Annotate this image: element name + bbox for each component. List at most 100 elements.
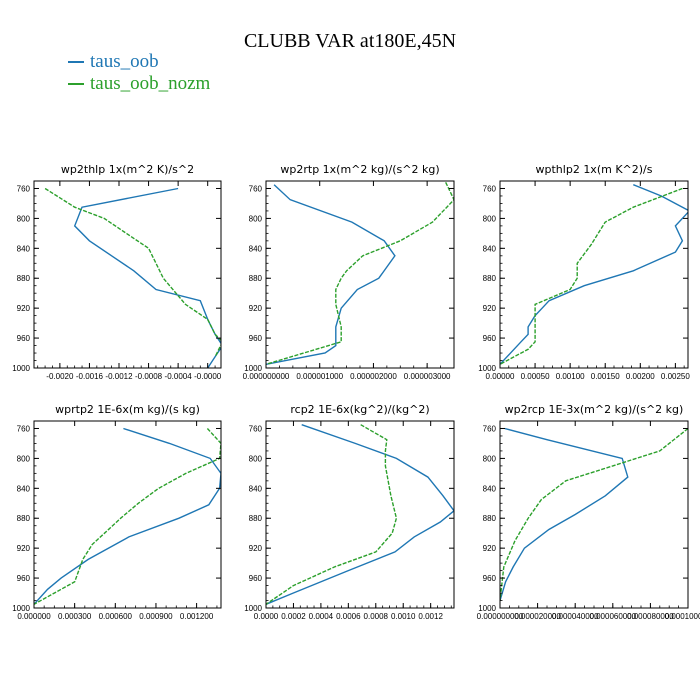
x-tick-label: -0.0000 bbox=[194, 372, 222, 381]
panel-title: rcp2 1E-6x(kg^2)/(kg^2) bbox=[290, 403, 429, 416]
series-line-1 bbox=[500, 184, 688, 365]
plot-frame bbox=[499, 180, 689, 369]
x-tick-label: 0.001200 bbox=[180, 612, 214, 621]
plot-frame bbox=[33, 180, 222, 369]
series-line-2 bbox=[266, 181, 454, 365]
plot-frame bbox=[265, 420, 455, 609]
y-tick-label: 760 bbox=[17, 424, 31, 433]
plot-frame bbox=[265, 180, 455, 369]
y-tick-label: 880 bbox=[17, 514, 31, 523]
y-tick-label: 880 bbox=[249, 514, 263, 523]
panel-title: wp2thlp 1x(m^2 K)/s^2 bbox=[61, 163, 194, 176]
series-line-2 bbox=[266, 424, 398, 605]
x-tick-label: 0.0012 bbox=[418, 612, 443, 621]
y-tick-label: 840 bbox=[17, 244, 31, 253]
y-tick-label: 880 bbox=[483, 274, 497, 283]
y-tick-label: 800 bbox=[17, 454, 31, 463]
series-line-1 bbox=[266, 424, 454, 605]
panel-title: wprtp2 1E-6x(m kg)/(s kg) bbox=[55, 403, 200, 416]
series-line-1 bbox=[34, 427, 221, 605]
x-tick-label: 0.00200 bbox=[626, 372, 655, 381]
y-tick-label: 1000 bbox=[478, 364, 496, 373]
y-tick-label: 1000 bbox=[244, 364, 262, 373]
y-tick-label: 800 bbox=[483, 454, 497, 463]
x-tick-label: 0.0002 bbox=[281, 612, 306, 621]
y-tick-label: 800 bbox=[249, 214, 263, 223]
y-tick-label: 920 bbox=[249, 304, 263, 313]
x-tick-label: -0.0020 bbox=[46, 372, 74, 381]
panel-title: wp2rtp 1x(m^2 kg)/(s^2 kg) bbox=[280, 163, 439, 176]
y-tick-label: 840 bbox=[483, 484, 497, 493]
x-tick-label: 0.00000 bbox=[486, 372, 515, 381]
y-tick-label: 800 bbox=[249, 454, 263, 463]
series-line-1 bbox=[73, 187, 221, 368]
x-tick-label: -0.0016 bbox=[76, 372, 104, 381]
y-tick-label: 760 bbox=[483, 184, 497, 193]
x-tick-label: 0.000300 bbox=[58, 612, 92, 621]
x-tick-label: 0.000000 bbox=[17, 612, 51, 621]
y-tick-label: 760 bbox=[483, 424, 497, 433]
x-tick-label: 0.0010 bbox=[391, 612, 416, 621]
x-tick-label: 0.000040000 bbox=[552, 612, 599, 621]
legend-swatch-blue bbox=[68, 61, 84, 63]
x-tick-label: 0.000003000 bbox=[404, 372, 451, 381]
x-tick-label: 0.000100000 bbox=[665, 612, 700, 621]
y-tick-label: 840 bbox=[249, 244, 263, 253]
x-tick-label: 0.00050 bbox=[521, 372, 550, 381]
y-tick-label: 1000 bbox=[12, 364, 30, 373]
y-tick-label: 960 bbox=[249, 574, 263, 583]
chart-panel-2: wp2rtp 1x(m^2 kg)/(s^2 kg) 760 800 840 880 92… bbox=[243, 163, 455, 381]
y-tick-label: 880 bbox=[249, 274, 263, 283]
x-tick-label: 0.00150 bbox=[591, 372, 620, 381]
x-tick-label: -0.0008 bbox=[135, 372, 163, 381]
x-tick-label: -0.0012 bbox=[105, 372, 133, 381]
series-line-1 bbox=[500, 427, 629, 601]
y-tick-label: 920 bbox=[17, 544, 31, 553]
y-tick-label: 880 bbox=[17, 274, 31, 283]
y-tick-label: 840 bbox=[483, 244, 497, 253]
x-tick-label: 0.00250 bbox=[661, 372, 690, 381]
series-line-1 bbox=[266, 184, 396, 365]
x-tick-label: 0.000900 bbox=[139, 612, 173, 621]
y-tick-label: 800 bbox=[17, 214, 31, 223]
legend-label: taus_oob_nozm bbox=[90, 73, 211, 94]
y-tick-label: 960 bbox=[17, 574, 31, 583]
x-tick-label: 0.000060000 bbox=[589, 612, 636, 621]
y-tick-label: 960 bbox=[483, 334, 497, 343]
series-line-2 bbox=[44, 187, 221, 358]
x-tick-label: 0.000080000 bbox=[627, 612, 674, 621]
panel-title: wp2rcp 1E-3x(m^2 kg)/(s^2 kg) bbox=[505, 403, 684, 416]
y-tick-label: 800 bbox=[483, 214, 497, 223]
y-tick-label: 1000 bbox=[244, 604, 262, 613]
x-tick-label: 0.0006 bbox=[336, 612, 361, 621]
y-tick-label: 840 bbox=[249, 484, 263, 493]
x-tick-label: 0.000600 bbox=[99, 612, 133, 621]
chart-panel-1: wp2thlp 1x(m^2 K)/s^2 760 800 840 880 920 960 1… bbox=[12, 163, 222, 381]
y-tick-label: 760 bbox=[17, 184, 31, 193]
chart-panel-5: rcp2 1E-6x(kg^2)/(kg^2) 760 800 840 880 920 96… bbox=[244, 403, 455, 621]
chart-panel-4: wprtp2 1E-6x(m kg)/(s kg) 760 800 840 880 920… bbox=[12, 403, 222, 621]
y-tick-label: 1000 bbox=[12, 604, 30, 613]
x-tick-label: 0.00100 bbox=[556, 372, 585, 381]
legend-label: taus_oob bbox=[90, 51, 159, 72]
y-tick-label: 960 bbox=[249, 334, 263, 343]
legend-swatch-green bbox=[68, 83, 84, 85]
y-tick-label: 760 bbox=[249, 424, 263, 433]
y-tick-label: 960 bbox=[17, 334, 31, 343]
y-tick-label: 920 bbox=[483, 304, 497, 313]
plot-frame bbox=[33, 420, 222, 609]
legend-item-taus-oob-nozm: taus_oob_nozm bbox=[68, 73, 210, 95]
x-tick-label: 0.0004 bbox=[309, 612, 334, 621]
y-tick-label: 960 bbox=[483, 574, 497, 583]
x-tick-label: -0.0004 bbox=[165, 372, 193, 381]
x-tick-label: 0.000000000 bbox=[243, 372, 290, 381]
series-line-2 bbox=[500, 427, 688, 601]
x-tick-label: 0.0000 bbox=[254, 612, 279, 621]
x-tick-label: 0.000001000 bbox=[296, 372, 343, 381]
chart-panel-3: wpthlp2 1x(m K^2)/s 760 800 840 880 920 960 100… bbox=[478, 163, 690, 381]
chart-panel-6: wp2rcp 1E-3x(m^2 kg)/(s^2 kg) 760 800 840 88… bbox=[477, 403, 700, 621]
x-tick-label: 0.000020000 bbox=[514, 612, 561, 621]
y-tick-label: 840 bbox=[17, 484, 31, 493]
figure-title: CLUBB VAR at180E,45N bbox=[243, 30, 457, 52]
